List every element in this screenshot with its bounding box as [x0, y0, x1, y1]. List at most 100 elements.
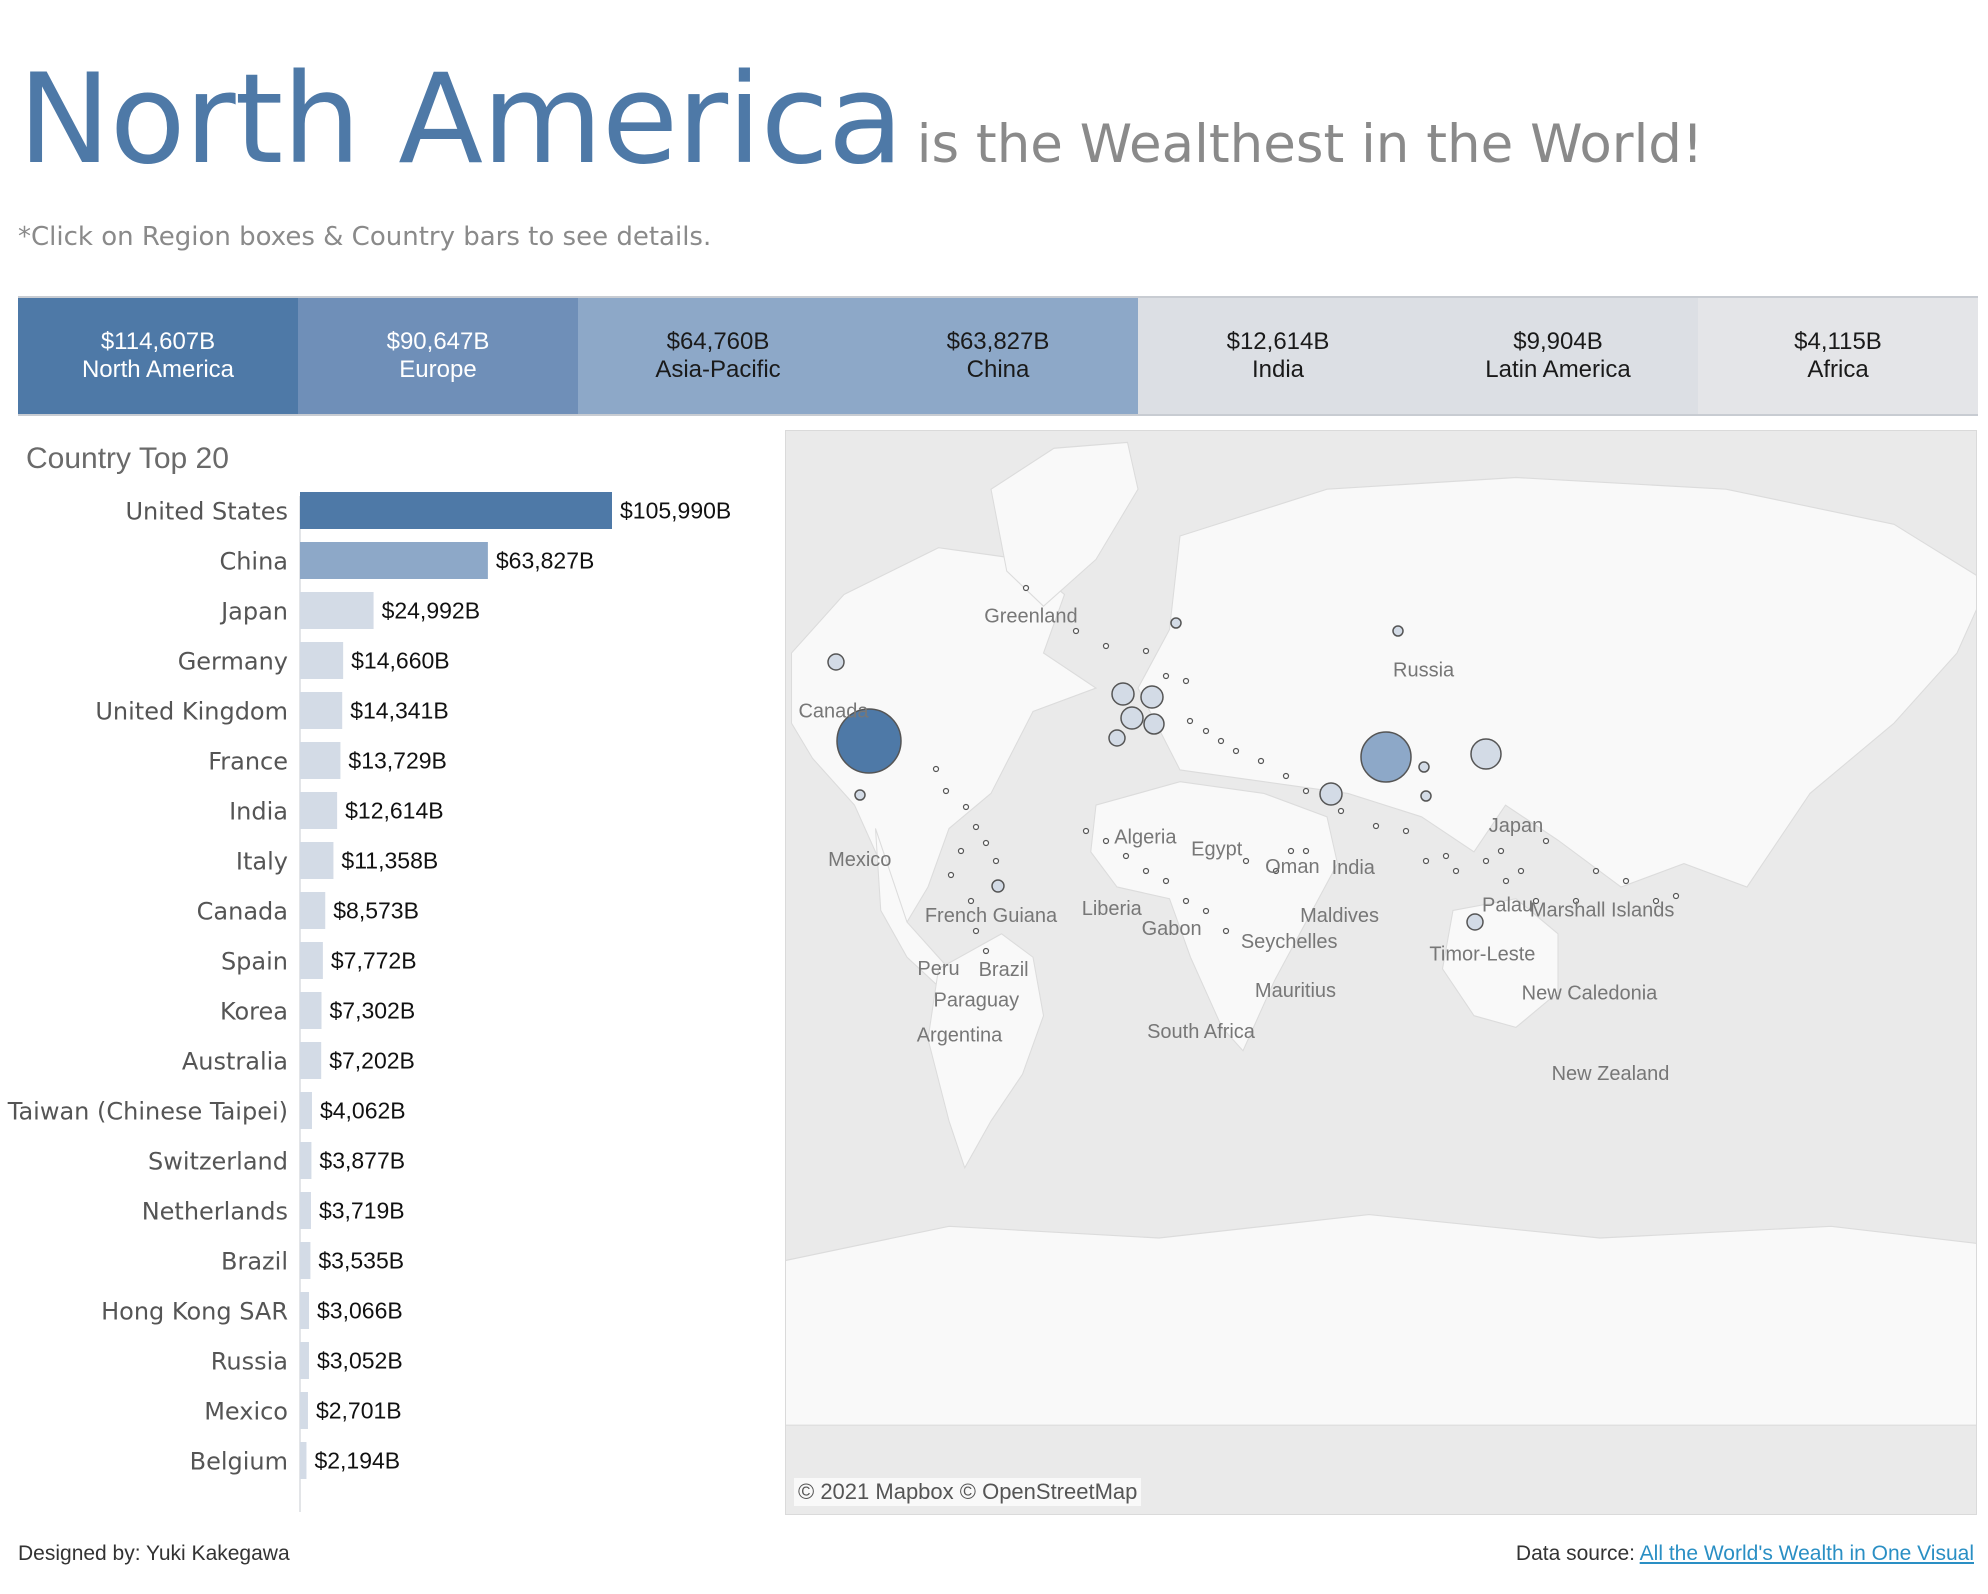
country-dot[interactable]: [982, 947, 990, 955]
country-dot[interactable]: [967, 897, 975, 905]
country-dot[interactable]: [1202, 907, 1210, 915]
country-bar[interactable]: [300, 1442, 307, 1479]
country-dot[interactable]: [1022, 584, 1030, 592]
country-dot[interactable]: [1442, 852, 1450, 860]
country-bar-row[interactable]: Germany $14,660B: [178, 642, 450, 679]
country-dot[interactable]: [1272, 867, 1280, 875]
country-bar[interactable]: [300, 642, 344, 679]
region-box-latin-america[interactable]: $9,904B Latin America: [1418, 298, 1698, 414]
country-dot[interactable]: [1672, 892, 1680, 900]
bubble-japan[interactable]: [1470, 738, 1502, 770]
country-bar[interactable]: [300, 1042, 322, 1079]
country-dot[interactable]: [1502, 877, 1510, 885]
country-bar[interactable]: [300, 1242, 311, 1279]
bubble-canada[interactable]: [827, 653, 845, 671]
country-bar[interactable]: [300, 1142, 312, 1179]
bubble-spain[interactable]: [1108, 729, 1126, 747]
country-bar-row[interactable]: Mexico $2,701B: [204, 1392, 402, 1429]
country-dot[interactable]: [942, 787, 950, 795]
bubble-india[interactable]: [1319, 782, 1343, 806]
country-bar-row[interactable]: China $63,827B: [219, 542, 594, 579]
bubble-italy[interactable]: [1143, 713, 1165, 735]
region-box-china[interactable]: $63,827B China: [858, 298, 1138, 414]
country-dot[interactable]: [1082, 827, 1090, 835]
country-bar-row[interactable]: Taiwan (Chinese Taipei) $4,062B: [7, 1092, 406, 1129]
country-dot[interactable]: [1402, 827, 1410, 835]
country-bar-row[interactable]: India $12,614B: [229, 792, 444, 829]
bubble-sweden[interactable]: [1170, 617, 1182, 629]
country-bar-row[interactable]: France $13,729B: [208, 742, 447, 779]
country-dot[interactable]: [1497, 847, 1505, 855]
country-dot[interactable]: [1452, 867, 1460, 875]
country-bar[interactable]: [300, 1342, 309, 1379]
country-dot[interactable]: [1217, 737, 1225, 745]
country-bar[interactable]: [300, 992, 322, 1029]
country-dot[interactable]: [1102, 837, 1110, 845]
country-bar-row[interactable]: United Kingdom $14,341B: [95, 692, 449, 729]
country-dot[interactable]: [1186, 717, 1194, 725]
bubble-mexico[interactable]: [854, 789, 866, 801]
country-dot[interactable]: [1302, 847, 1310, 855]
country-bar-row[interactable]: Switzerland $3,877B: [148, 1142, 405, 1179]
region-box-europe[interactable]: $90,647B Europe: [298, 298, 578, 414]
region-box-india[interactable]: $12,614B India: [1138, 298, 1418, 414]
country-bar[interactable]: [300, 792, 338, 829]
country-bar-row[interactable]: Australia $7,202B: [182, 1042, 415, 1079]
country-dot[interactable]: [1072, 627, 1080, 635]
country-bar-row[interactable]: Canada $8,573B: [197, 892, 419, 929]
country-dot[interactable]: [1202, 727, 1210, 735]
country-dot[interactable]: [1102, 642, 1110, 650]
country-dot[interactable]: [1182, 897, 1190, 905]
country-bar-row[interactable]: United States $105,990B: [125, 492, 731, 529]
bubble-united-states[interactable]: [836, 708, 902, 774]
country-dot[interactable]: [1162, 672, 1170, 680]
bubble-germany[interactable]: [1140, 685, 1164, 709]
bubble-brazil[interactable]: [991, 879, 1005, 893]
country-dot[interactable]: [1122, 852, 1130, 860]
country-bar[interactable]: [300, 1392, 308, 1429]
country-dot[interactable]: [1422, 857, 1430, 865]
country-bar[interactable]: [300, 842, 334, 879]
country-dot[interactable]: [1572, 897, 1580, 905]
country-bar-row[interactable]: Japan $24,992B: [219, 592, 480, 629]
country-bar-row[interactable]: Spain $7,772B: [221, 942, 417, 979]
country-dot[interactable]: [972, 927, 980, 935]
country-dot[interactable]: [1162, 877, 1170, 885]
country-bar-row[interactable]: Korea $7,302B: [220, 992, 415, 1029]
country-dot[interactable]: [1542, 837, 1550, 845]
country-bar-row[interactable]: Russia $3,052B: [211, 1342, 403, 1379]
bubble-korea[interactable]: [1418, 761, 1430, 773]
country-dot[interactable]: [1257, 757, 1265, 765]
country-bar[interactable]: [300, 742, 341, 779]
country-dot[interactable]: [1372, 822, 1380, 830]
country-dot[interactable]: [1532, 897, 1540, 905]
country-bar[interactable]: [300, 1192, 311, 1229]
bubble-united-kingdom[interactable]: [1111, 682, 1135, 706]
region-box-north-america[interactable]: $114,607B North America: [18, 298, 298, 414]
country-dot[interactable]: [1142, 647, 1150, 655]
country-dot[interactable]: [1142, 867, 1150, 875]
country-bar[interactable]: [300, 542, 488, 579]
country-dot[interactable]: [982, 839, 990, 847]
data-source-link[interactable]: All the World's Wealth in One Visual: [1639, 1542, 1974, 1565]
bubble-australia[interactable]: [1466, 913, 1484, 931]
country-dot[interactable]: [1287, 847, 1295, 855]
country-dot[interactable]: [1242, 857, 1250, 865]
country-dot[interactable]: [1517, 867, 1525, 875]
world-map[interactable]: Greenland Canada Mexico French Guiana Peru Br…: [785, 430, 1977, 1515]
country-dot[interactable]: [1232, 747, 1240, 755]
country-bar-row[interactable]: Netherlands $3,719B: [142, 1192, 405, 1229]
country-dot[interactable]: [1302, 787, 1310, 795]
country-bar-row[interactable]: Italy $11,358B: [236, 842, 438, 879]
country-dot[interactable]: [1337, 807, 1345, 815]
map-canvas[interactable]: Greenland Canada Mexico French Guiana Peru Br…: [786, 431, 1976, 1514]
country-bar[interactable]: [300, 892, 326, 929]
country-dot[interactable]: [947, 871, 955, 879]
country-dot[interactable]: [1592, 867, 1600, 875]
country-dot[interactable]: [1282, 772, 1290, 780]
country-dot[interactable]: [962, 803, 970, 811]
country-bar-row[interactable]: Belgium $2,194B: [190, 1442, 401, 1479]
region-box-africa[interactable]: $4,115B Africa: [1698, 298, 1978, 414]
country-bar[interactable]: [300, 1292, 310, 1329]
country-bar[interactable]: [300, 592, 374, 629]
